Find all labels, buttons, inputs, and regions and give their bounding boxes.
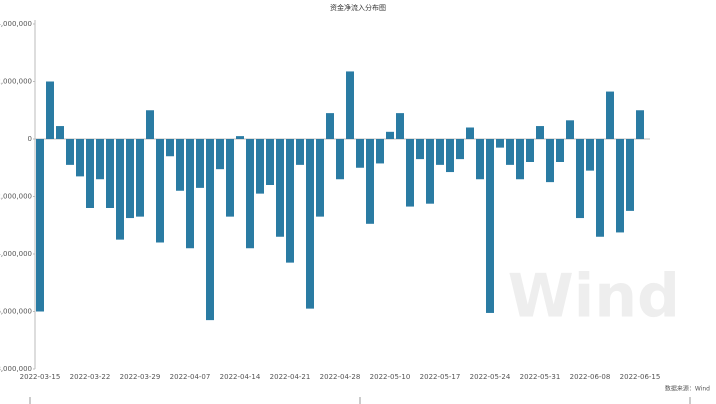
bar [326,113,334,139]
bar [136,139,144,217]
bar [496,139,504,148]
source: 数据来源：Wind [665,385,710,393]
bar [536,126,544,139]
bar [356,139,364,168]
bar [226,139,234,217]
bar [126,139,134,219]
bar [596,139,604,237]
bar [476,139,484,180]
bar [306,139,314,309]
bar [246,139,254,249]
y-tick-label: -6,000,000 [0,308,32,316]
bar [166,139,174,157]
y-tick-label: 4,000,000 [0,20,32,28]
bar [586,139,594,171]
bar [316,139,324,217]
x-tick-label: 2022-04-14 [220,373,261,381]
x-tick-label: 2022-04-07 [170,373,211,381]
bar [56,126,64,139]
bar [36,139,44,312]
x-tick-label: 2022-05-24 [470,373,511,381]
bar [66,139,74,165]
y-tick-label: -4,000,000 [0,250,32,258]
bar [616,139,624,233]
bar [266,139,274,185]
y-tick-label: 0 [28,135,32,143]
bar [576,139,584,219]
bar [196,139,204,188]
bar [206,139,214,321]
chart-title: 资金净流入分布图 [330,3,386,12]
bar [176,139,184,191]
bar [526,139,534,162]
x-tick-label: 2022-04-21 [270,373,311,381]
x-tick-label: 2022-04-28 [320,373,361,381]
bar [96,139,104,180]
bar [456,139,464,160]
y-tick-label: 2,000,000 [0,78,32,86]
bar [426,139,434,204]
bar [256,139,264,194]
bar [336,139,344,180]
bar [516,139,524,180]
bar [446,139,454,173]
bar [466,127,474,139]
x-tick-label: 2022-03-29 [120,373,161,381]
bar [506,139,514,165]
bar [566,120,574,139]
x-tick-label: 2022-05-17 [420,373,461,381]
bar [276,139,284,237]
y-tick-label: -8,000,000 [0,365,32,373]
x-tick-label: 2022-05-10 [370,373,411,381]
bar [186,139,194,249]
bar [236,136,244,139]
bar [76,139,84,177]
bar [416,139,424,160]
bar [216,139,224,170]
bar [606,91,614,139]
bar [556,139,564,162]
x-tick-label: 2022-03-22 [70,373,111,381]
bar [346,71,354,139]
bar [296,139,304,165]
watermark: Wind [508,262,680,332]
bar [546,139,554,183]
x-tick-label: 2022-05-31 [520,373,561,381]
bar [286,139,294,263]
bar [436,139,444,165]
bar [486,139,494,313]
x-tick-label: 2022-03-15 [20,373,61,381]
bar [636,110,644,139]
bar [116,139,124,240]
bar [406,139,414,207]
bar [156,139,164,243]
bar [386,131,394,139]
x-tick-label: 2022-06-08 [570,373,611,381]
x-tick-label: 2022-06-15 [620,373,661,381]
bar [86,139,94,208]
y-tick-label: -2,000,000 [0,193,32,201]
bar [376,139,384,164]
bar [396,113,404,139]
bar [146,110,154,139]
bar [46,81,54,139]
bar [106,139,114,208]
bar [626,139,634,211]
bar [366,139,374,224]
